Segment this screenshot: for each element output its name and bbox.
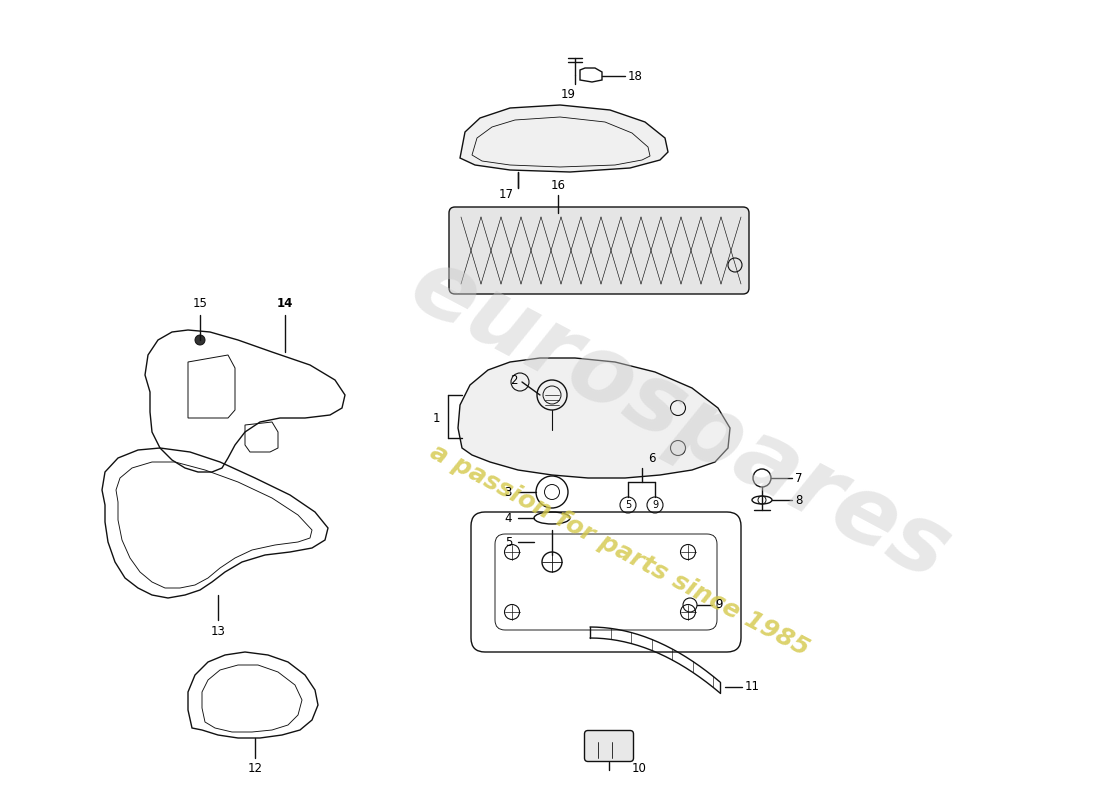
- Text: 6: 6: [648, 452, 656, 465]
- Text: 9: 9: [715, 598, 723, 611]
- Text: 1: 1: [432, 411, 440, 425]
- Text: 3: 3: [505, 486, 512, 498]
- Circle shape: [195, 335, 205, 345]
- Text: 12: 12: [248, 762, 263, 775]
- Polygon shape: [458, 358, 730, 478]
- Text: 9: 9: [652, 500, 658, 510]
- Text: 18: 18: [628, 70, 642, 82]
- Text: 2: 2: [510, 374, 518, 386]
- Text: 11: 11: [745, 681, 760, 694]
- Text: a passion for parts since 1985: a passion for parts since 1985: [427, 439, 814, 661]
- Text: 14: 14: [277, 297, 294, 310]
- Text: 17: 17: [499, 187, 514, 201]
- Text: 10: 10: [632, 762, 647, 775]
- Text: 19: 19: [561, 88, 575, 101]
- Text: 8: 8: [795, 494, 802, 506]
- Text: 7: 7: [795, 471, 803, 485]
- Text: 5: 5: [625, 500, 631, 510]
- Text: 15: 15: [192, 297, 208, 310]
- Text: 13: 13: [210, 625, 225, 638]
- Text: eurospares: eurospares: [395, 239, 966, 601]
- Text: 4: 4: [505, 511, 512, 525]
- Text: 16: 16: [550, 179, 565, 192]
- Polygon shape: [460, 105, 668, 172]
- FancyBboxPatch shape: [584, 730, 634, 762]
- FancyBboxPatch shape: [449, 207, 749, 294]
- Text: 5: 5: [505, 535, 512, 549]
